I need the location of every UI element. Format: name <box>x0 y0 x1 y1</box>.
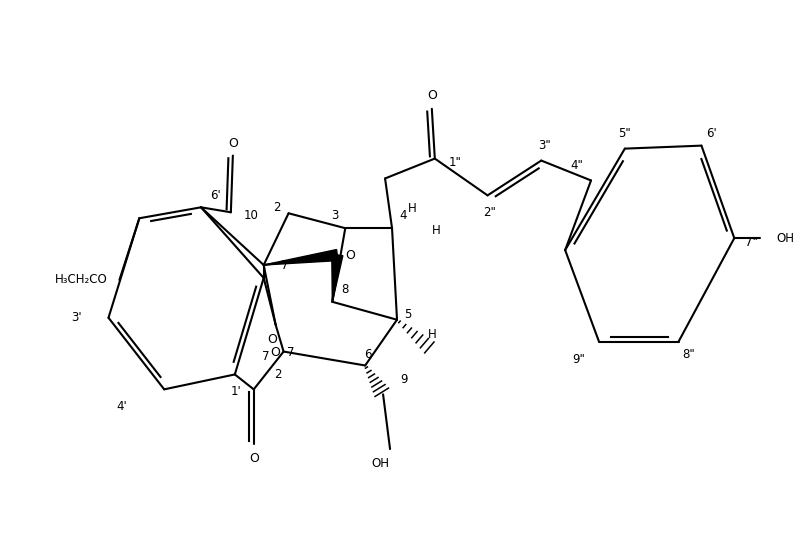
Text: H: H <box>407 202 416 215</box>
Text: H: H <box>427 328 436 341</box>
Text: 3: 3 <box>332 209 339 222</box>
Text: O: O <box>427 90 437 102</box>
Text: 7: 7 <box>280 259 288 271</box>
Text: 2: 2 <box>273 201 280 214</box>
Text: 10: 10 <box>244 209 258 222</box>
Polygon shape <box>332 254 343 302</box>
Text: 7": 7" <box>745 236 757 248</box>
Text: 3": 3" <box>538 139 551 152</box>
Text: 2": 2" <box>483 206 496 219</box>
Text: 9: 9 <box>400 373 407 386</box>
Text: O: O <box>345 248 356 262</box>
Text: 8": 8" <box>682 348 695 361</box>
Text: H₃CH₂CO: H₃CH₂CO <box>55 273 108 286</box>
Text: O: O <box>271 346 280 359</box>
Text: O: O <box>268 333 277 346</box>
Text: 7: 7 <box>262 350 269 363</box>
Text: 6': 6' <box>211 189 221 202</box>
Text: 7: 7 <box>287 346 294 359</box>
Text: 6': 6' <box>706 127 717 140</box>
Polygon shape <box>264 249 338 265</box>
Text: OH: OH <box>371 457 389 471</box>
Text: 1": 1" <box>448 156 461 169</box>
Text: 4': 4' <box>116 400 127 413</box>
Text: 4: 4 <box>400 209 407 222</box>
Text: 1': 1' <box>230 385 241 398</box>
Text: 4": 4" <box>570 159 583 172</box>
Text: 8: 8 <box>342 284 349 296</box>
Text: OH: OH <box>776 232 794 245</box>
Text: 3': 3' <box>71 311 82 324</box>
Text: O: O <box>228 137 238 150</box>
Text: 2: 2 <box>274 368 281 381</box>
Text: 6: 6 <box>364 348 372 361</box>
Text: 9": 9" <box>573 353 586 366</box>
Text: H: H <box>431 224 440 237</box>
Text: 5": 5" <box>618 127 631 140</box>
Text: O: O <box>248 453 259 465</box>
Text: 5: 5 <box>404 308 411 321</box>
